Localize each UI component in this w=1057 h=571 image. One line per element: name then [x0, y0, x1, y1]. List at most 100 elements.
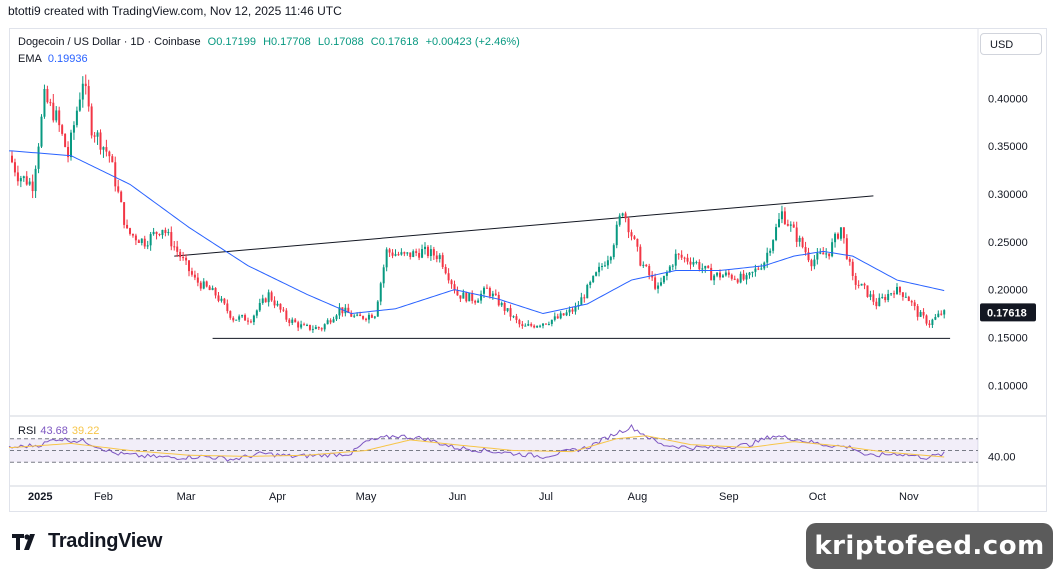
candle-body — [179, 251, 182, 258]
candle-body — [152, 231, 155, 235]
candle-body — [367, 314, 370, 320]
candle-body — [61, 125, 64, 134]
candle-body — [848, 258, 851, 262]
candle-body — [400, 252, 403, 255]
candle-body — [185, 257, 188, 261]
rsi-value: 43.68 — [40, 425, 68, 437]
candle-body — [751, 271, 754, 273]
candle-body — [87, 86, 90, 107]
candle-body — [606, 260, 609, 266]
rsi-label: RSI — [18, 425, 37, 437]
candle-body — [671, 265, 674, 267]
candle-body — [533, 325, 536, 328]
candle-body — [775, 227, 778, 241]
candle-body — [99, 132, 102, 150]
candle-body — [359, 314, 362, 317]
candle-body — [668, 266, 671, 273]
candle-body — [282, 309, 285, 311]
candle-body — [120, 191, 123, 203]
candle-body — [155, 231, 158, 234]
candle-body — [202, 281, 205, 289]
candle-body — [129, 228, 131, 234]
candle-body — [745, 275, 748, 280]
candle-body — [306, 324, 308, 326]
candle-body — [869, 294, 872, 297]
candle-body — [214, 288, 217, 296]
candle-body — [217, 295, 220, 301]
candle-body — [630, 232, 633, 237]
candle-body — [140, 238, 143, 243]
candle-body — [379, 283, 382, 302]
candle-body — [335, 315, 338, 320]
candle-body — [887, 293, 890, 301]
candle-body — [232, 317, 235, 321]
candle-body — [485, 287, 488, 289]
candle-body — [494, 293, 497, 295]
candle-body — [822, 252, 825, 255]
candle-body — [161, 229, 164, 236]
candle-body — [922, 311, 925, 316]
candle-body — [288, 319, 291, 323]
candle-body — [710, 267, 713, 281]
candle-body — [370, 314, 373, 318]
candle-body — [754, 268, 757, 272]
candle-body — [143, 238, 146, 247]
candle-body — [907, 296, 910, 302]
candle-body — [350, 312, 353, 317]
candle-body — [580, 297, 583, 305]
candle-body — [477, 300, 480, 303]
y-tick-label: 0.20000 — [988, 285, 1028, 297]
candle-body — [126, 224, 129, 229]
candle-body — [376, 301, 379, 317]
candle-body — [105, 147, 108, 152]
candle-body — [530, 324, 533, 326]
candle-body — [940, 313, 943, 315]
candle-body — [695, 261, 698, 263]
trendline-resistance — [174, 195, 874, 257]
candle-body — [893, 293, 896, 295]
candle-body — [733, 278, 736, 280]
currency-button[interactable]: USD — [980, 33, 1042, 55]
candle-body — [627, 218, 630, 233]
chart-frame — [9, 28, 1047, 512]
candle-body — [748, 272, 751, 276]
candle-body — [769, 250, 772, 253]
candle-body — [332, 319, 335, 323]
candle-body — [904, 296, 907, 298]
candle-body — [137, 240, 140, 243]
candle-body — [285, 310, 288, 320]
candle-body — [698, 261, 701, 270]
candle-body — [680, 254, 683, 258]
candle-body — [556, 316, 559, 319]
candle-body — [196, 277, 199, 283]
candle-body — [279, 303, 282, 310]
ema-label: EMA — [18, 53, 42, 65]
candle-body — [595, 272, 598, 276]
candle-body — [592, 275, 595, 283]
candle-body — [388, 249, 391, 253]
candle-body — [890, 293, 893, 295]
candle-body — [574, 306, 577, 312]
tradingview-logo[interactable]: TradingView — [12, 530, 162, 553]
candle-body — [93, 135, 96, 137]
candle-body — [571, 309, 574, 312]
candle-body — [320, 328, 323, 330]
candle-body — [72, 125, 75, 133]
x-tick-label: Nov — [899, 491, 919, 503]
rsi-legend: RSI 43.68 39.22 — [18, 425, 99, 437]
candle-body — [857, 284, 860, 286]
candle-body — [553, 316, 556, 320]
candle-body — [831, 242, 834, 257]
candle-body — [550, 319, 553, 324]
candle-body — [612, 245, 615, 258]
candle-body — [736, 279, 739, 283]
candle-body — [385, 249, 388, 268]
candle-body — [816, 252, 819, 260]
candle-body — [943, 310, 946, 315]
candle-body — [208, 286, 211, 291]
candle-body — [300, 324, 303, 328]
candle-body — [692, 261, 695, 265]
candle-body — [273, 300, 276, 306]
candle-body — [438, 255, 441, 260]
